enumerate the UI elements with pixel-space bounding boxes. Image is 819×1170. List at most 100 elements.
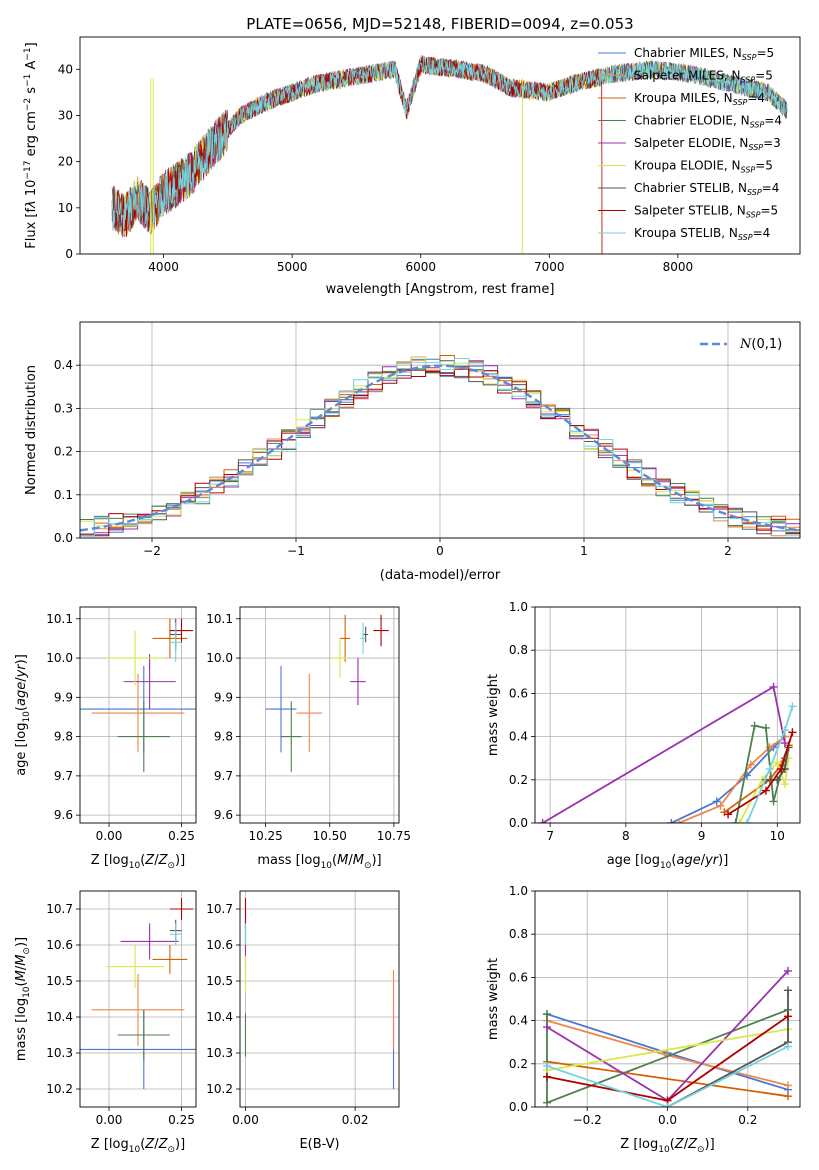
figure-title: PLATE=0656, MJD=52148, FIBERID=0094, z=0… <box>246 15 633 33</box>
weight-line-6 <box>765 747 790 781</box>
weight-marker <box>746 760 755 769</box>
spectrum-ylabel: Flux [fλ 10−17 erg cm−2 s−1 A−1] <box>23 42 39 249</box>
x-tick-label: 10 <box>770 829 785 843</box>
weight-marker <box>543 1061 552 1070</box>
weight-marker <box>712 797 721 806</box>
errorbar-point <box>91 673 185 753</box>
y-tick-label: 10 <box>58 201 73 215</box>
y-tick-label: 10.2 <box>46 1082 73 1096</box>
y-tick-label: 10.0 <box>206 651 233 665</box>
errorbar-point <box>152 945 188 974</box>
y-tick-label: 9.9 <box>54 690 73 704</box>
errorbar-point <box>117 1009 170 1061</box>
y-tick-label: 10.5 <box>206 974 233 988</box>
age_vs_mass-xlabel: mass [log10(M/M⊙)] <box>257 853 381 871</box>
weight-marker <box>769 682 778 691</box>
spectrum-legend: Chabrier MILES, NSSP=5 Salpeter MILES, NS… <box>598 46 782 242</box>
y-tick-label: 0.1 <box>54 488 73 502</box>
mass_vs_ebv-frame <box>239 890 400 1108</box>
legend-label: Kroupa STELIB, NSSP=4 <box>634 226 770 242</box>
errorbar-point <box>350 658 366 706</box>
x-tick-label: 10.75 <box>377 829 411 843</box>
errorbar-point <box>169 622 182 662</box>
errorbar-point <box>296 673 323 753</box>
y-tick-label: 10.3 <box>206 1046 233 1060</box>
legend-label: Salpeter ELODIE, NSSP=3 <box>634 136 781 152</box>
normal-reference-curve <box>80 364 798 532</box>
x-tick-label: 0.25 <box>168 1113 195 1127</box>
weight-marker <box>743 819 751 823</box>
y-tick-label: 0 <box>65 247 73 261</box>
weight_vs_Z-frame <box>534 890 801 1108</box>
x-tick-label: −1 <box>287 544 305 558</box>
legend-label: Chabrier ELODIE, NSSP=4 <box>634 114 782 130</box>
weight-marker <box>780 780 789 789</box>
residuals-frame <box>79 321 801 539</box>
x-tick-label: 0.00 <box>232 1113 259 1127</box>
weight-marker <box>716 801 725 810</box>
errorbar-point <box>106 630 165 686</box>
errorbar-point <box>363 626 369 643</box>
legend-label: Kroupa ELODIE, NSSP=5 <box>634 159 773 175</box>
age_vs_Z-axes: 0.00 0.25 9.6 9.7 9.8 9.9 10.0 10.1 <box>46 607 196 843</box>
y-tick-label: 0.4 <box>54 358 73 372</box>
y-tick-label: 10.4 <box>206 1010 233 1024</box>
x-tick-label: 1 <box>580 544 588 558</box>
weight-marker <box>724 810 733 819</box>
x-tick-label: 8000 <box>663 260 694 274</box>
errorbar-point <box>281 701 302 772</box>
x-tick-label: 8 <box>622 829 630 843</box>
weight-marker <box>783 966 792 975</box>
spectrum-line-8 <box>111 56 788 233</box>
weight-marker <box>750 721 759 730</box>
y-tick-label: 0.8 <box>509 927 528 941</box>
age_vs_Z-ylabel: age [log10(age/yr)] <box>14 654 32 776</box>
errorbar-point <box>169 923 182 945</box>
weight-marker <box>788 702 797 711</box>
y-tick-label: 9.8 <box>54 730 73 744</box>
mass_vs_ebv-xlabel: E(B-V) <box>299 1137 339 1152</box>
y-tick-label: 10.1 <box>46 612 73 626</box>
weight-marker <box>538 819 547 823</box>
y-tick-label: 0.2 <box>509 1057 528 1071</box>
weight-line-2 <box>546 1060 789 1098</box>
x-tick-label: 5000 <box>277 260 308 274</box>
errorbar-point <box>332 638 348 678</box>
weight-marker <box>773 775 782 784</box>
x-tick-label: 4000 <box>148 260 179 274</box>
x-tick-label: 0.0 <box>658 1113 677 1127</box>
y-tick-label: 9.8 <box>214 730 233 744</box>
x-tick-label: 6000 <box>405 260 436 274</box>
legend-label: Salpeter MILES, NSSP=5 <box>634 69 773 85</box>
weight-marker <box>761 723 770 732</box>
y-tick-label: 1.0 <box>509 600 528 614</box>
age_vs_mass-frame <box>239 606 400 824</box>
weight-line-8 <box>546 1045 789 1107</box>
y-tick-label: 10.2 <box>206 1082 233 1096</box>
weight_vs_age-frame <box>534 606 801 824</box>
y-tick-label: 0.8 <box>509 643 528 657</box>
errorbar-point <box>169 618 194 643</box>
x-tick-label: 0 <box>436 544 444 558</box>
y-tick-label: 0.6 <box>509 970 528 984</box>
x-tick-label: 0.02 <box>342 1113 369 1127</box>
weight-line-5 <box>546 1028 789 1072</box>
residuals-ylabel: Normed distribution <box>24 365 39 495</box>
histogram-7 <box>80 368 800 537</box>
legend-label: Kroupa MILES, NSSP=4 <box>634 91 765 107</box>
x-tick-label: 0.00 <box>96 1113 123 1127</box>
weight-marker <box>667 819 676 823</box>
weight-marker <box>735 819 744 823</box>
residuals-xlabel: (data-model)/error <box>380 568 501 583</box>
x-tick-label: 9 <box>698 829 706 843</box>
x-tick-label: 7000 <box>534 260 565 274</box>
x-tick-label: 0.2 <box>738 1113 757 1127</box>
errorbar-point <box>120 923 179 960</box>
mass_vs_Z-xlabel: Z [log10(Z/Z⊙)] <box>91 1137 185 1155</box>
x-tick-label: 0.25 <box>168 829 195 843</box>
weight-marker <box>783 1042 792 1051</box>
errorbar-point <box>152 618 188 659</box>
residuals-axes: −2 −1 0 1 2 0.0 0.1 0.2 0.3 0.4 <box>54 322 800 558</box>
y-tick-label: 10.6 <box>206 938 233 952</box>
weight-marker <box>769 797 778 806</box>
